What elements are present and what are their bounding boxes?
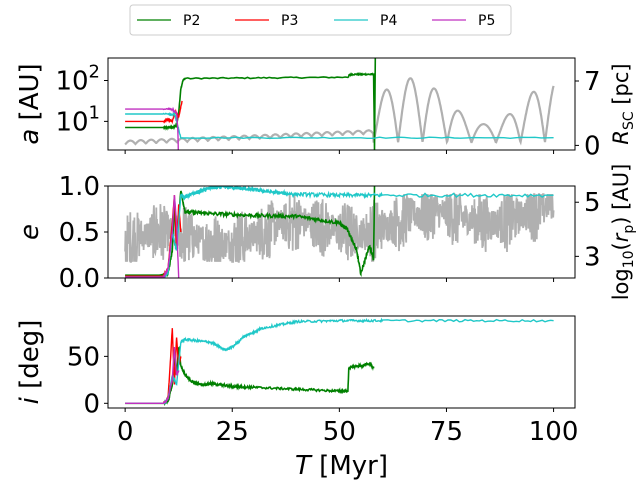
right-tick-label: 0 [584, 131, 601, 161]
y-tick-label: 102 [55, 61, 100, 96]
series-p3-line [125, 328, 182, 405]
legend-entry-p5: P5 [432, 13, 495, 29]
x-tick-label: 75 [430, 417, 463, 447]
y-tick-label: 0.0 [59, 264, 100, 294]
y-tick-label: 101 [55, 102, 100, 137]
panel-semi-major-axis: 101 102 a [AU] 0 7 [15, 57, 601, 161]
axes-frame [107, 57, 576, 151]
cluster-distance-line [124, 77, 555, 146]
legend-entry-p3: P3 [235, 13, 298, 29]
x-tick-label: 0 [117, 417, 134, 447]
panel-eccentricity: 0.0 0.5 1.0 e 3 5 [15, 172, 601, 294]
right-tick-label: 5 [584, 188, 601, 218]
x-axis-label: T [Myr] [295, 451, 388, 480]
y-tick-label: 1.0 [59, 172, 100, 202]
axes-frame [107, 315, 576, 409]
legend-frame [129, 4, 512, 36]
legend: P2 P3 P4 P5 [129, 4, 512, 36]
x-tick-label: 50 [323, 417, 356, 447]
series-p5-line [125, 346, 180, 404]
legend-entry-p2: P2 [137, 13, 200, 29]
y-tick-label: 50 [67, 342, 100, 372]
x-tick-label: 25 [216, 417, 249, 447]
y-axis-label: i [deg] [15, 320, 45, 405]
cluster-pericenter-line [124, 192, 555, 263]
series-p5-line [125, 106, 179, 150]
legend-label: P2 [183, 13, 200, 29]
plot-area [125, 317, 554, 407]
legend-label: P4 [380, 13, 397, 29]
right-tick-label: 7 [584, 67, 601, 97]
panel-inclination: 0 50 i [deg] [15, 315, 576, 419]
y-axis-label: a [AU] [15, 63, 45, 144]
right-axis-label-rsc: RSC [pc] [609, 63, 637, 144]
x-tick-label: 100 [529, 417, 579, 447]
series-p4-line [125, 186, 554, 278]
series-p5-line [125, 195, 180, 278]
y-tick-label: 0 [83, 389, 100, 419]
plot-area [124, 186, 555, 278]
y-axis-label: e [15, 224, 45, 240]
series-p2-line [125, 58, 377, 150]
series-p4-line [125, 111, 554, 140]
plot-area [124, 58, 555, 150]
series-p4-line [125, 317, 554, 406]
y-tick-label: 0.5 [59, 218, 100, 248]
right-axis-label-rp: log10(rp) [AU] [609, 164, 637, 301]
legend-label: P3 [281, 13, 298, 29]
right-tick-label: 3 [584, 242, 601, 272]
legend-label: P5 [478, 13, 495, 29]
series-p2-line [125, 345, 375, 407]
legend-entry-p4: P4 [334, 13, 397, 29]
